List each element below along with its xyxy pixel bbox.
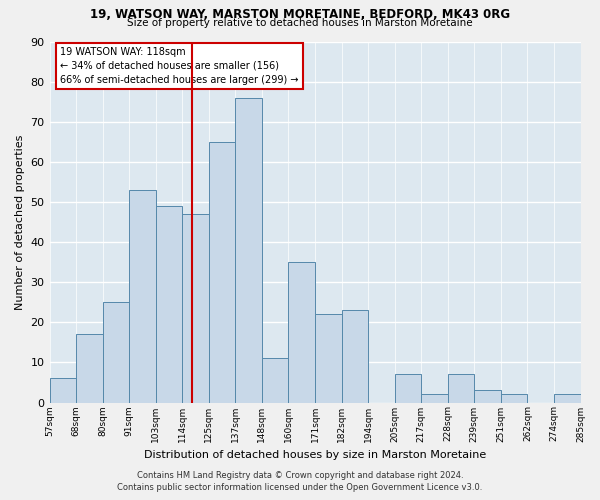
Bar bbox=[129, 190, 156, 402]
Bar bbox=[156, 206, 182, 402]
Bar bbox=[209, 142, 235, 403]
X-axis label: Distribution of detached houses by size in Marston Moretaine: Distribution of detached houses by size … bbox=[144, 450, 486, 460]
Bar bbox=[341, 310, 368, 402]
Bar bbox=[395, 374, 421, 402]
Text: 19, WATSON WAY, MARSTON MORETAINE, BEDFORD, MK43 0RG: 19, WATSON WAY, MARSTON MORETAINE, BEDFO… bbox=[90, 8, 510, 20]
Text: 19 WATSON WAY: 118sqm
← 34% of detached houses are smaller (156)
66% of semi-det: 19 WATSON WAY: 118sqm ← 34% of detached … bbox=[60, 47, 299, 85]
Y-axis label: Number of detached properties: Number of detached properties bbox=[15, 134, 25, 310]
Bar bbox=[501, 394, 527, 402]
Bar bbox=[103, 302, 129, 402]
Text: Contains HM Land Registry data © Crown copyright and database right 2024.
Contai: Contains HM Land Registry data © Crown c… bbox=[118, 471, 482, 492]
Bar bbox=[554, 394, 581, 402]
Bar bbox=[421, 394, 448, 402]
Bar bbox=[76, 334, 103, 402]
Bar bbox=[315, 314, 341, 402]
Bar bbox=[182, 214, 209, 402]
Bar bbox=[475, 390, 501, 402]
Bar bbox=[448, 374, 475, 402]
Text: Size of property relative to detached houses in Marston Moretaine: Size of property relative to detached ho… bbox=[127, 18, 473, 28]
Bar bbox=[289, 262, 315, 402]
Bar bbox=[50, 378, 76, 402]
Bar bbox=[262, 358, 289, 403]
Bar bbox=[235, 98, 262, 403]
